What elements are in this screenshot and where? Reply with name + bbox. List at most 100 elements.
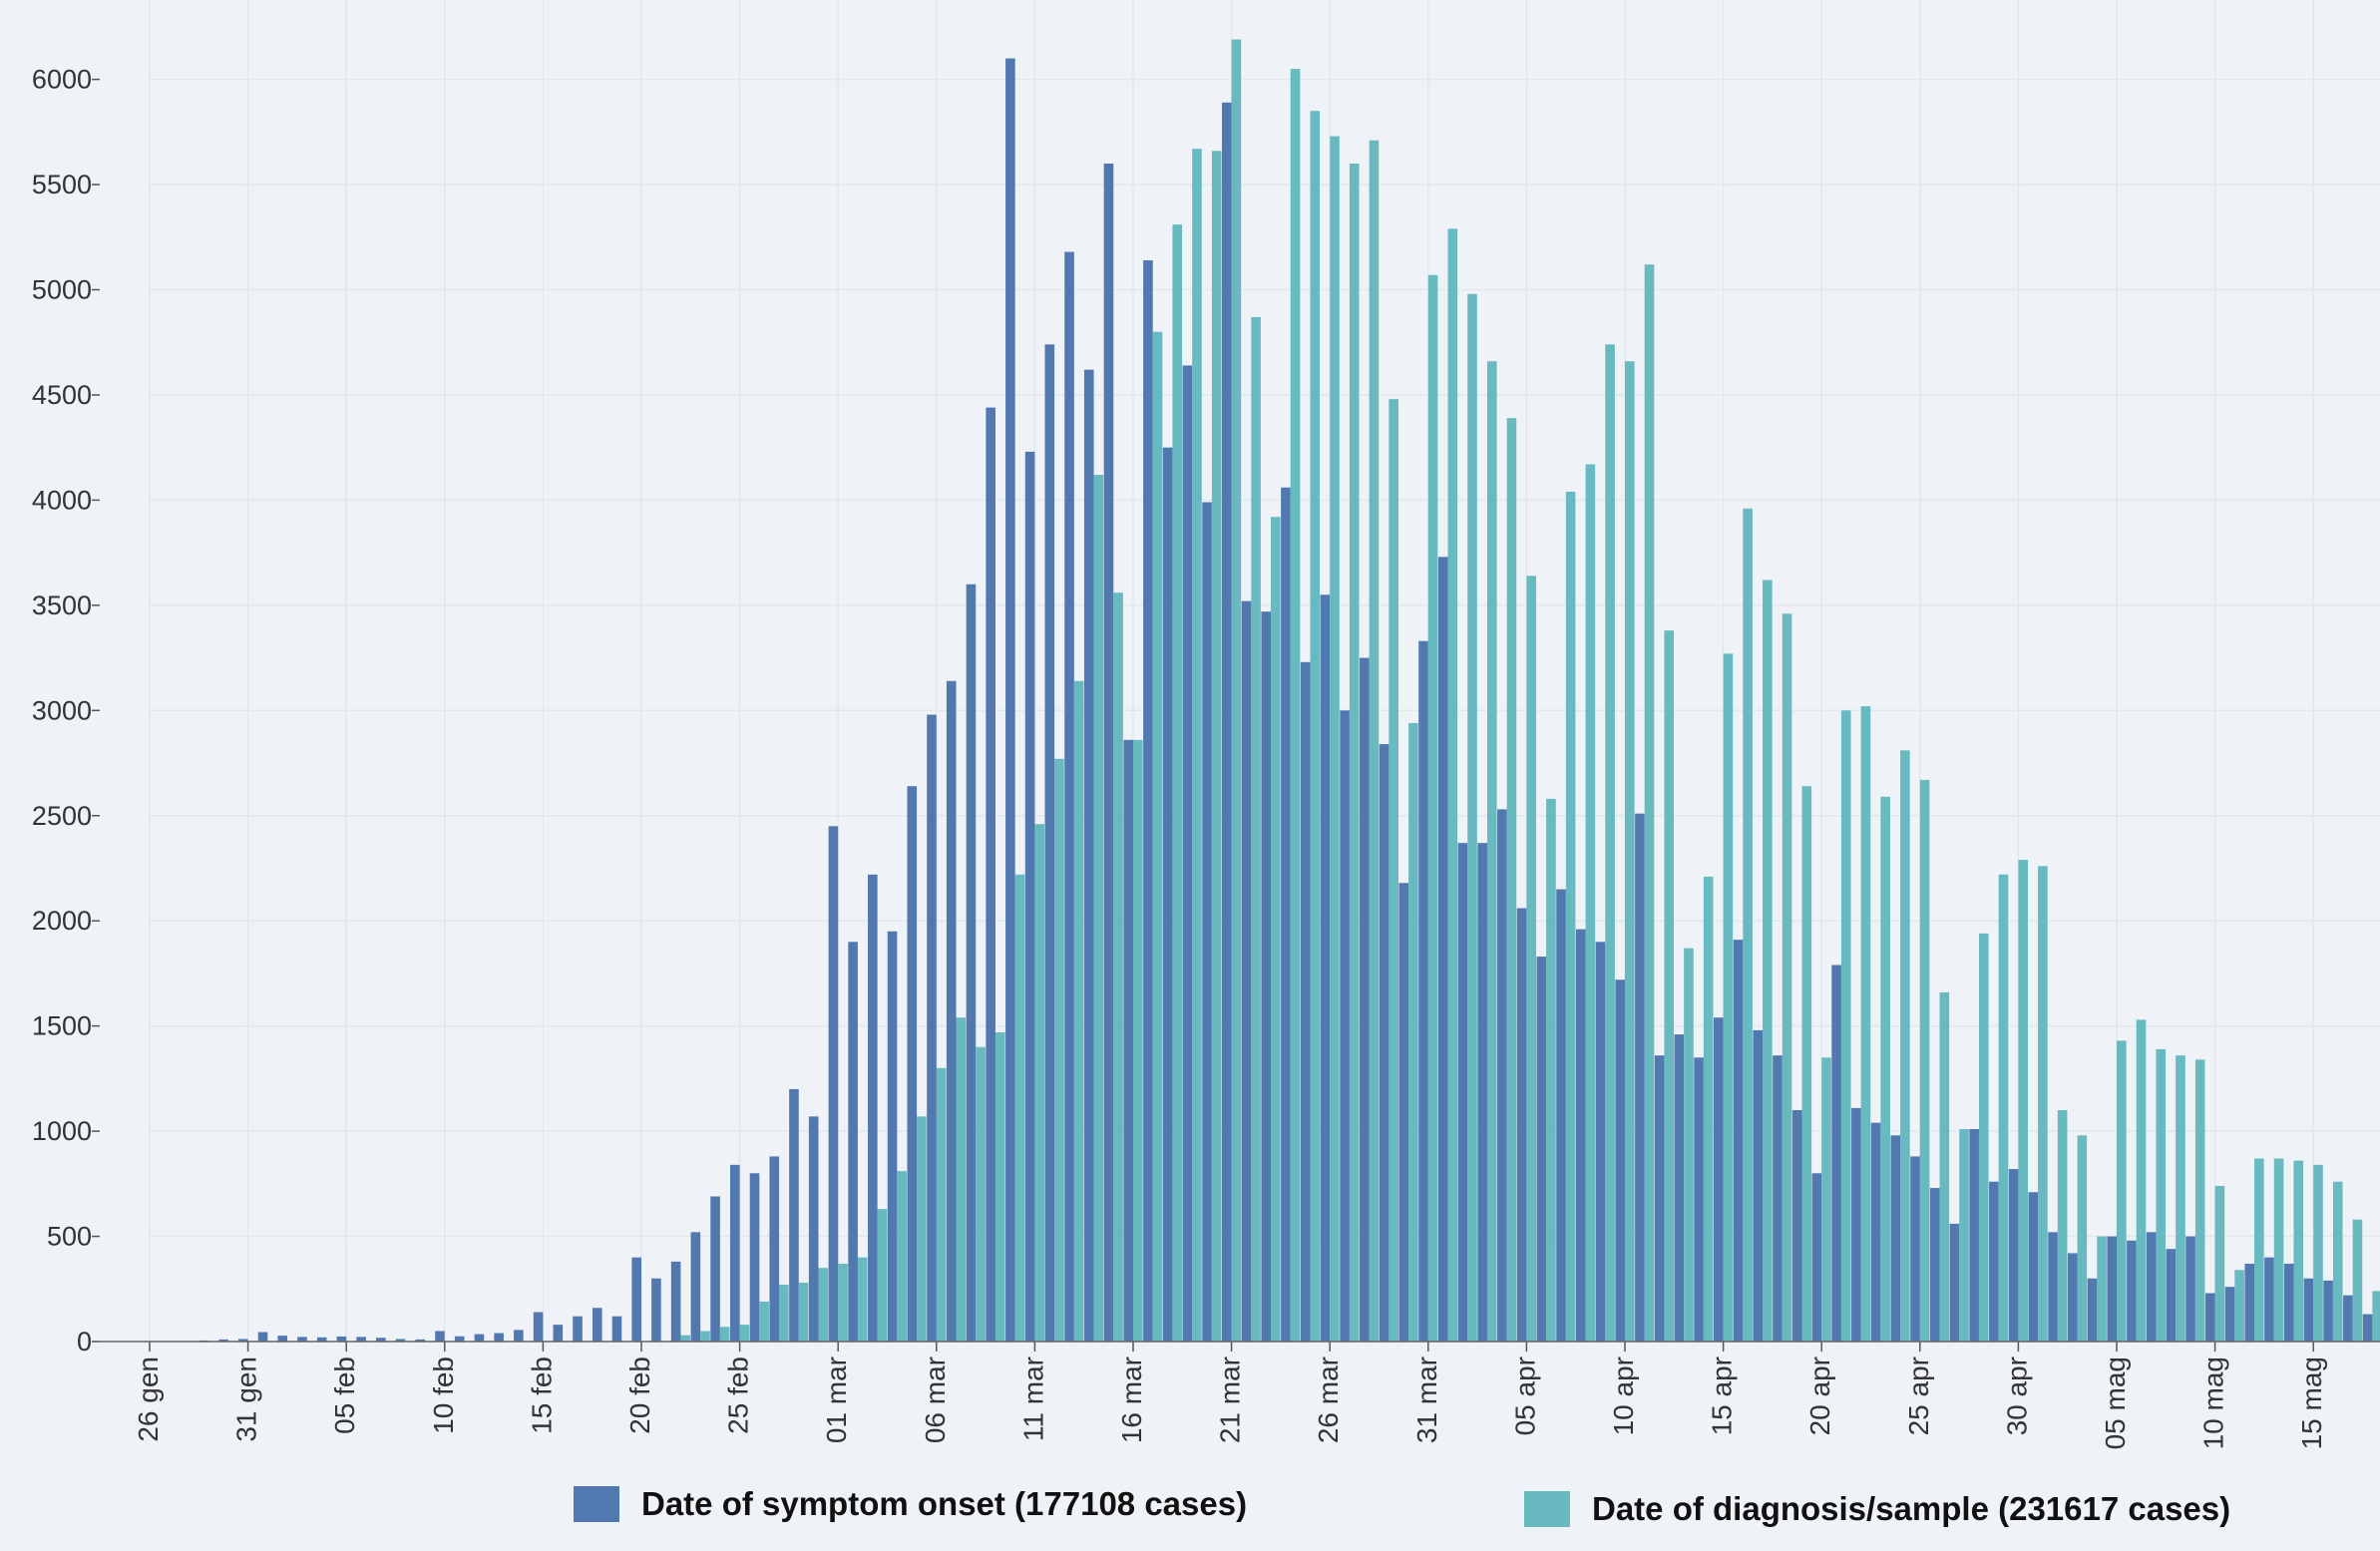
bar-symptom-onset[interactable] <box>1575 929 1586 1342</box>
bar-symptom-onset[interactable] <box>297 1337 307 1342</box>
bar-symptom-onset[interactable] <box>2008 1169 2019 1342</box>
bar-symptom-onset[interactable] <box>1773 1055 1783 1342</box>
bar-diagnosis-sample[interactable] <box>1486 361 1497 1342</box>
bar-diagnosis-sample[interactable] <box>2293 1160 2304 1342</box>
bar-symptom-onset[interactable] <box>395 1339 406 1342</box>
bar-symptom-onset[interactable] <box>1870 1122 1881 1342</box>
bar-diagnosis-sample[interactable] <box>1467 293 1477 1342</box>
bar-symptom-onset[interactable] <box>2166 1249 2177 1342</box>
bar-diagnosis-sample[interactable] <box>2352 1219 2363 1342</box>
bar-symptom-onset[interactable] <box>1123 739 1133 1342</box>
bar-diagnosis-sample[interactable] <box>798 1282 809 1342</box>
bar-symptom-onset[interactable] <box>2205 1293 2215 1342</box>
bar-symptom-onset[interactable] <box>611 1316 622 1342</box>
bar-diagnosis-sample[interactable] <box>1684 948 1694 1342</box>
bar-symptom-onset[interactable] <box>1024 451 1035 1342</box>
bar-symptom-onset[interactable] <box>454 1336 465 1342</box>
bar-diagnosis-sample[interactable] <box>2332 1181 2343 1342</box>
bar-symptom-onset[interactable] <box>1477 843 1487 1342</box>
bar-symptom-onset[interactable] <box>769 1156 780 1342</box>
bar-symptom-onset[interactable] <box>1320 594 1331 1342</box>
bar-diagnosis-sample[interactable] <box>1625 361 1635 1342</box>
bar-diagnosis-sample[interactable] <box>1447 228 1458 1343</box>
bar-symptom-onset[interactable] <box>808 1116 819 1342</box>
bar-symptom-onset[interactable] <box>670 1261 681 1342</box>
bar-symptom-onset[interactable] <box>887 931 898 1342</box>
bar-diagnosis-sample[interactable] <box>897 1171 907 1342</box>
bar-diagnosis-sample[interactable] <box>1330 136 1340 1343</box>
bar-diagnosis-sample[interactable] <box>1703 876 1714 1342</box>
legend-item-symptom-onset[interactable]: Date of symptom onset (177108 cases) <box>574 1479 1247 1529</box>
bar-symptom-onset[interactable] <box>1261 611 1272 1342</box>
bar-symptom-onset[interactable] <box>2283 1263 2294 1342</box>
bar-symptom-onset[interactable] <box>986 407 995 1342</box>
bar-symptom-onset[interactable] <box>277 1336 288 1342</box>
bar-symptom-onset[interactable] <box>907 786 918 1342</box>
bar-diagnosis-sample[interactable] <box>2234 1270 2244 1342</box>
bar-symptom-onset[interactable] <box>1536 957 1547 1342</box>
bar-symptom-onset[interactable] <box>2107 1236 2117 1342</box>
bar-diagnosis-sample[interactable] <box>1427 274 1438 1342</box>
bar-diagnosis-sample[interactable] <box>1231 39 1242 1342</box>
bar-symptom-onset[interactable] <box>2087 1278 2098 1342</box>
bar-diagnosis-sample[interactable] <box>2176 1055 2185 1342</box>
bar-symptom-onset[interactable] <box>789 1088 799 1342</box>
bar-diagnosis-sample[interactable] <box>2077 1135 2088 1342</box>
bar-diagnosis-sample[interactable] <box>680 1335 691 1342</box>
bar-diagnosis-sample[interactable] <box>976 1046 986 1342</box>
bar-diagnosis-sample[interactable] <box>857 1257 868 1342</box>
bar-diagnosis-sample[interactable] <box>2038 866 2048 1342</box>
bar-symptom-onset[interactable] <box>2323 1280 2333 1342</box>
bar-diagnosis-sample[interactable] <box>1526 576 1536 1342</box>
bar-diagnosis-sample[interactable] <box>1840 710 1851 1342</box>
bar-symptom-onset[interactable] <box>2146 1232 2157 1342</box>
bar-diagnosis-sample[interactable] <box>1900 750 1910 1342</box>
bar-symptom-onset[interactable] <box>1635 813 1645 1342</box>
bar-symptom-onset[interactable] <box>1398 883 1409 1342</box>
bar-symptom-onset[interactable] <box>1103 163 1114 1343</box>
bar-symptom-onset[interactable] <box>1890 1135 1901 1342</box>
bar-diagnosis-sample[interactable] <box>1388 399 1398 1343</box>
bar-diagnosis-sample[interactable] <box>1408 722 1418 1342</box>
bar-diagnosis-sample[interactable] <box>1723 653 1734 1342</box>
bar-diagnosis-sample[interactable] <box>1054 758 1064 1342</box>
bar-symptom-onset[interactable] <box>415 1339 426 1342</box>
bar-diagnosis-sample[interactable] <box>1978 933 1989 1342</box>
bar-diagnosis-sample[interactable] <box>1880 796 1890 1342</box>
bar-diagnosis-sample[interactable] <box>1506 418 1517 1342</box>
bar-diagnosis-sample[interactable] <box>2117 1040 2127 1342</box>
bar-symptom-onset[interactable] <box>2264 1257 2274 1342</box>
bar-diagnosis-sample[interactable] <box>936 1067 947 1342</box>
bar-diagnosis-sample[interactable] <box>1192 149 1202 1342</box>
bar-symptom-onset[interactable] <box>1831 965 1841 1342</box>
bar-diagnosis-sample[interactable] <box>1585 464 1596 1342</box>
bar-diagnosis-sample[interactable] <box>1939 991 1950 1342</box>
bar-symptom-onset[interactable] <box>376 1338 386 1342</box>
bar-diagnosis-sample[interactable] <box>1919 779 1930 1342</box>
bar-symptom-onset[interactable] <box>631 1257 641 1342</box>
bar-symptom-onset[interactable] <box>2303 1278 2314 1342</box>
bar-symptom-onset[interactable] <box>2067 1253 2078 1342</box>
bar-symptom-onset[interactable] <box>651 1278 661 1342</box>
bar-symptom-onset[interactable] <box>592 1308 602 1342</box>
bar-symptom-onset[interactable] <box>1753 1029 1764 1342</box>
bar-symptom-onset[interactable] <box>1005 58 1015 1342</box>
bar-symptom-onset[interactable] <box>1044 344 1055 1343</box>
bar-symptom-onset[interactable] <box>1300 661 1311 1342</box>
bar-symptom-onset[interactable] <box>435 1331 445 1342</box>
bar-symptom-onset[interactable] <box>1360 657 1370 1342</box>
bar-diagnosis-sample[interactable] <box>1860 706 1871 1342</box>
bar-symptom-onset[interactable] <box>1910 1156 1920 1342</box>
bar-symptom-onset[interactable] <box>316 1337 327 1342</box>
bar-symptom-onset[interactable] <box>1340 710 1350 1342</box>
bar-symptom-onset[interactable] <box>1457 843 1468 1342</box>
bar-symptom-onset[interactable] <box>848 942 858 1342</box>
bar-symptom-onset[interactable] <box>1929 1188 1940 1342</box>
bar-symptom-onset[interactable] <box>2127 1240 2137 1342</box>
bar-symptom-onset[interactable] <box>1241 600 1252 1342</box>
bar-diagnosis-sample[interactable] <box>1959 1128 1969 1342</box>
bar-symptom-onset[interactable] <box>1281 487 1291 1343</box>
bar-diagnosis-sample[interactable] <box>1644 264 1655 1342</box>
bar-diagnosis-sample[interactable] <box>1801 786 1812 1342</box>
bar-diagnosis-sample[interactable] <box>759 1301 769 1342</box>
